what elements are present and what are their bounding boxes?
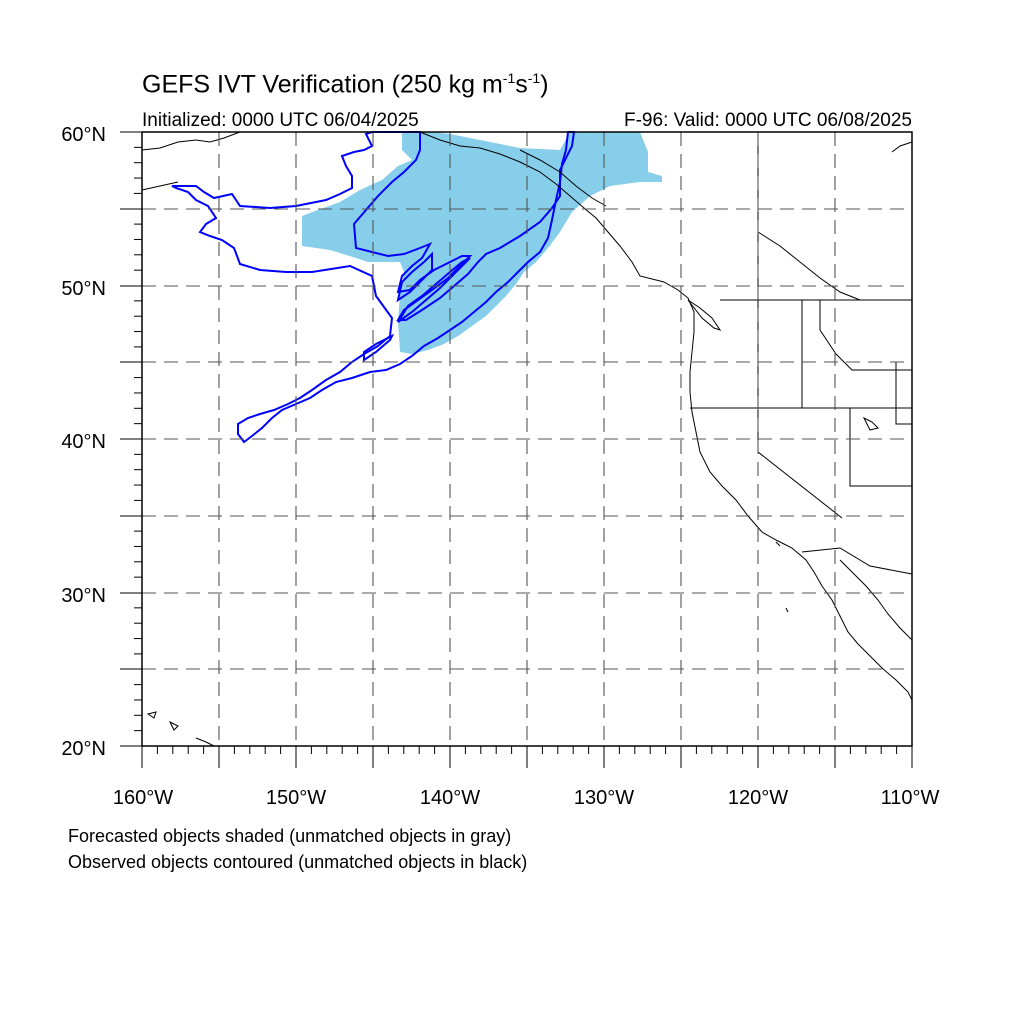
observed-contour-inner-2 [397,257,471,323]
legend-note-forecast: Forecasted objects shaded (unmatched obj… [68,826,512,846]
coastline-ne-corner [891,141,913,153]
title-exponent-2: -1 [527,70,541,86]
lon-label-120w: 120°W [728,787,788,809]
lat-label-40n: 40°N [61,431,106,453]
valid-label: F-96: Valid: 0000 UTC 06/08/2025 [624,110,912,131]
lat-label-30n: 30°N [61,585,106,607]
coastline-hudson-region [757,231,861,301]
coastline-great-salt-lake [862,416,879,431]
lat-label-20n: 20°N [61,738,106,760]
lon-label-150w: 150°W [266,787,326,809]
lon-labels: 160°W 150°W 140°W 130°W 120°W 110°W [113,787,940,809]
coastline-alaska-panhandle [519,149,607,207]
coastline-north-america [419,131,913,701]
observed-contour-inner-3 [363,333,395,362]
title-main: GEFS IVT Verification (250 kg m [142,70,503,99]
lat-label-50n: 50°N [61,278,106,300]
lon-label-110w: 110°W [881,787,940,809]
legend-note-observed: Observed objects contoured (unmatched ob… [68,852,528,872]
title-tail: ) [540,70,549,99]
minor-ticks [134,146,898,754]
coastline-islands-baja [775,541,789,613]
forecast-object [302,132,662,354]
title-exponent-1: -1 [502,70,516,86]
gridlines [142,132,912,746]
chart-title: GEFS IVT Verification (250 kg m-1s-1) [142,70,549,99]
ticks [120,131,913,768]
observed-contour-inner-1 [396,251,433,303]
lon-label-130w: 130°W [574,787,634,809]
coastline-hawaii [146,711,215,747]
coastline-vancouver-island [687,299,722,331]
lon-label-140w: 140°W [420,787,480,809]
lat-labels: 60°N 50°N 40°N 30°N 20°N [61,124,106,760]
coastlines [141,131,913,747]
title-mid: s [515,70,528,99]
lat-label-60n: 60°N [61,124,106,146]
political-borders [690,132,913,575]
initialized-label: Initialized: 0000 UTC 06/04/2025 [142,110,419,131]
lon-label-160w: 160°W [113,787,173,809]
coastline-gulf-of-california [839,559,913,641]
coastline-alaska [141,131,241,191]
